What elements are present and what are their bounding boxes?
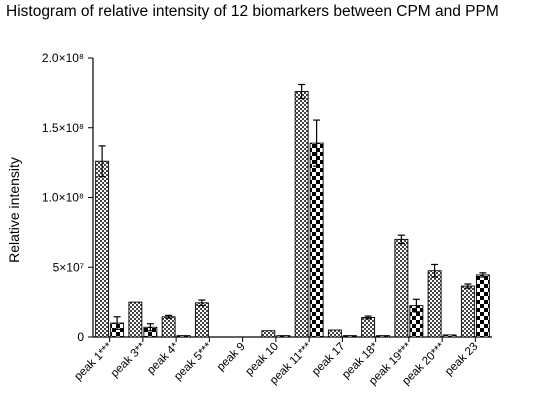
x-category-label: peak 9 (215, 341, 248, 374)
bar (394, 238, 409, 338)
y-tick-label: 1.0×10⁸ (42, 191, 84, 205)
bar (261, 330, 276, 338)
y-tick-label: 1.5×10⁸ (42, 121, 84, 135)
bar (276, 335, 291, 338)
y-axis-title: Relative intensity (6, 157, 22, 263)
error-bars (98, 83, 487, 332)
y-ticks: 0 5×10⁷ 1.0×10⁸ 1.5×10⁸ 2.0×10⁸ (42, 51, 93, 344)
x-category-label: peak 1*** (72, 340, 115, 383)
bar (376, 335, 391, 338)
bar (128, 301, 143, 338)
bar (309, 142, 324, 338)
bar (327, 329, 342, 338)
y-tick-label: 5×10⁷ (53, 260, 84, 274)
x-category-label: peak 3** (109, 340, 149, 380)
bar (176, 335, 191, 338)
bars (95, 91, 490, 338)
bar (161, 316, 176, 338)
x-category-label: peak 23 (443, 341, 480, 378)
bar (194, 302, 209, 338)
y-tick-label: 0 (77, 330, 84, 344)
bar (460, 285, 475, 338)
bar (475, 274, 490, 338)
bar (427, 270, 442, 338)
y-tick-label: 2.0×10⁸ (42, 51, 84, 65)
chart-title: Histogram of relative intensity of 12 bi… (6, 3, 499, 20)
bar (342, 335, 357, 338)
bar (361, 317, 376, 338)
x-category-labels: peak 1***peak 3**peak 4*peak 5*** peak 9p… (72, 340, 480, 387)
bar (442, 334, 457, 338)
bar (294, 91, 309, 338)
bar (95, 160, 110, 338)
